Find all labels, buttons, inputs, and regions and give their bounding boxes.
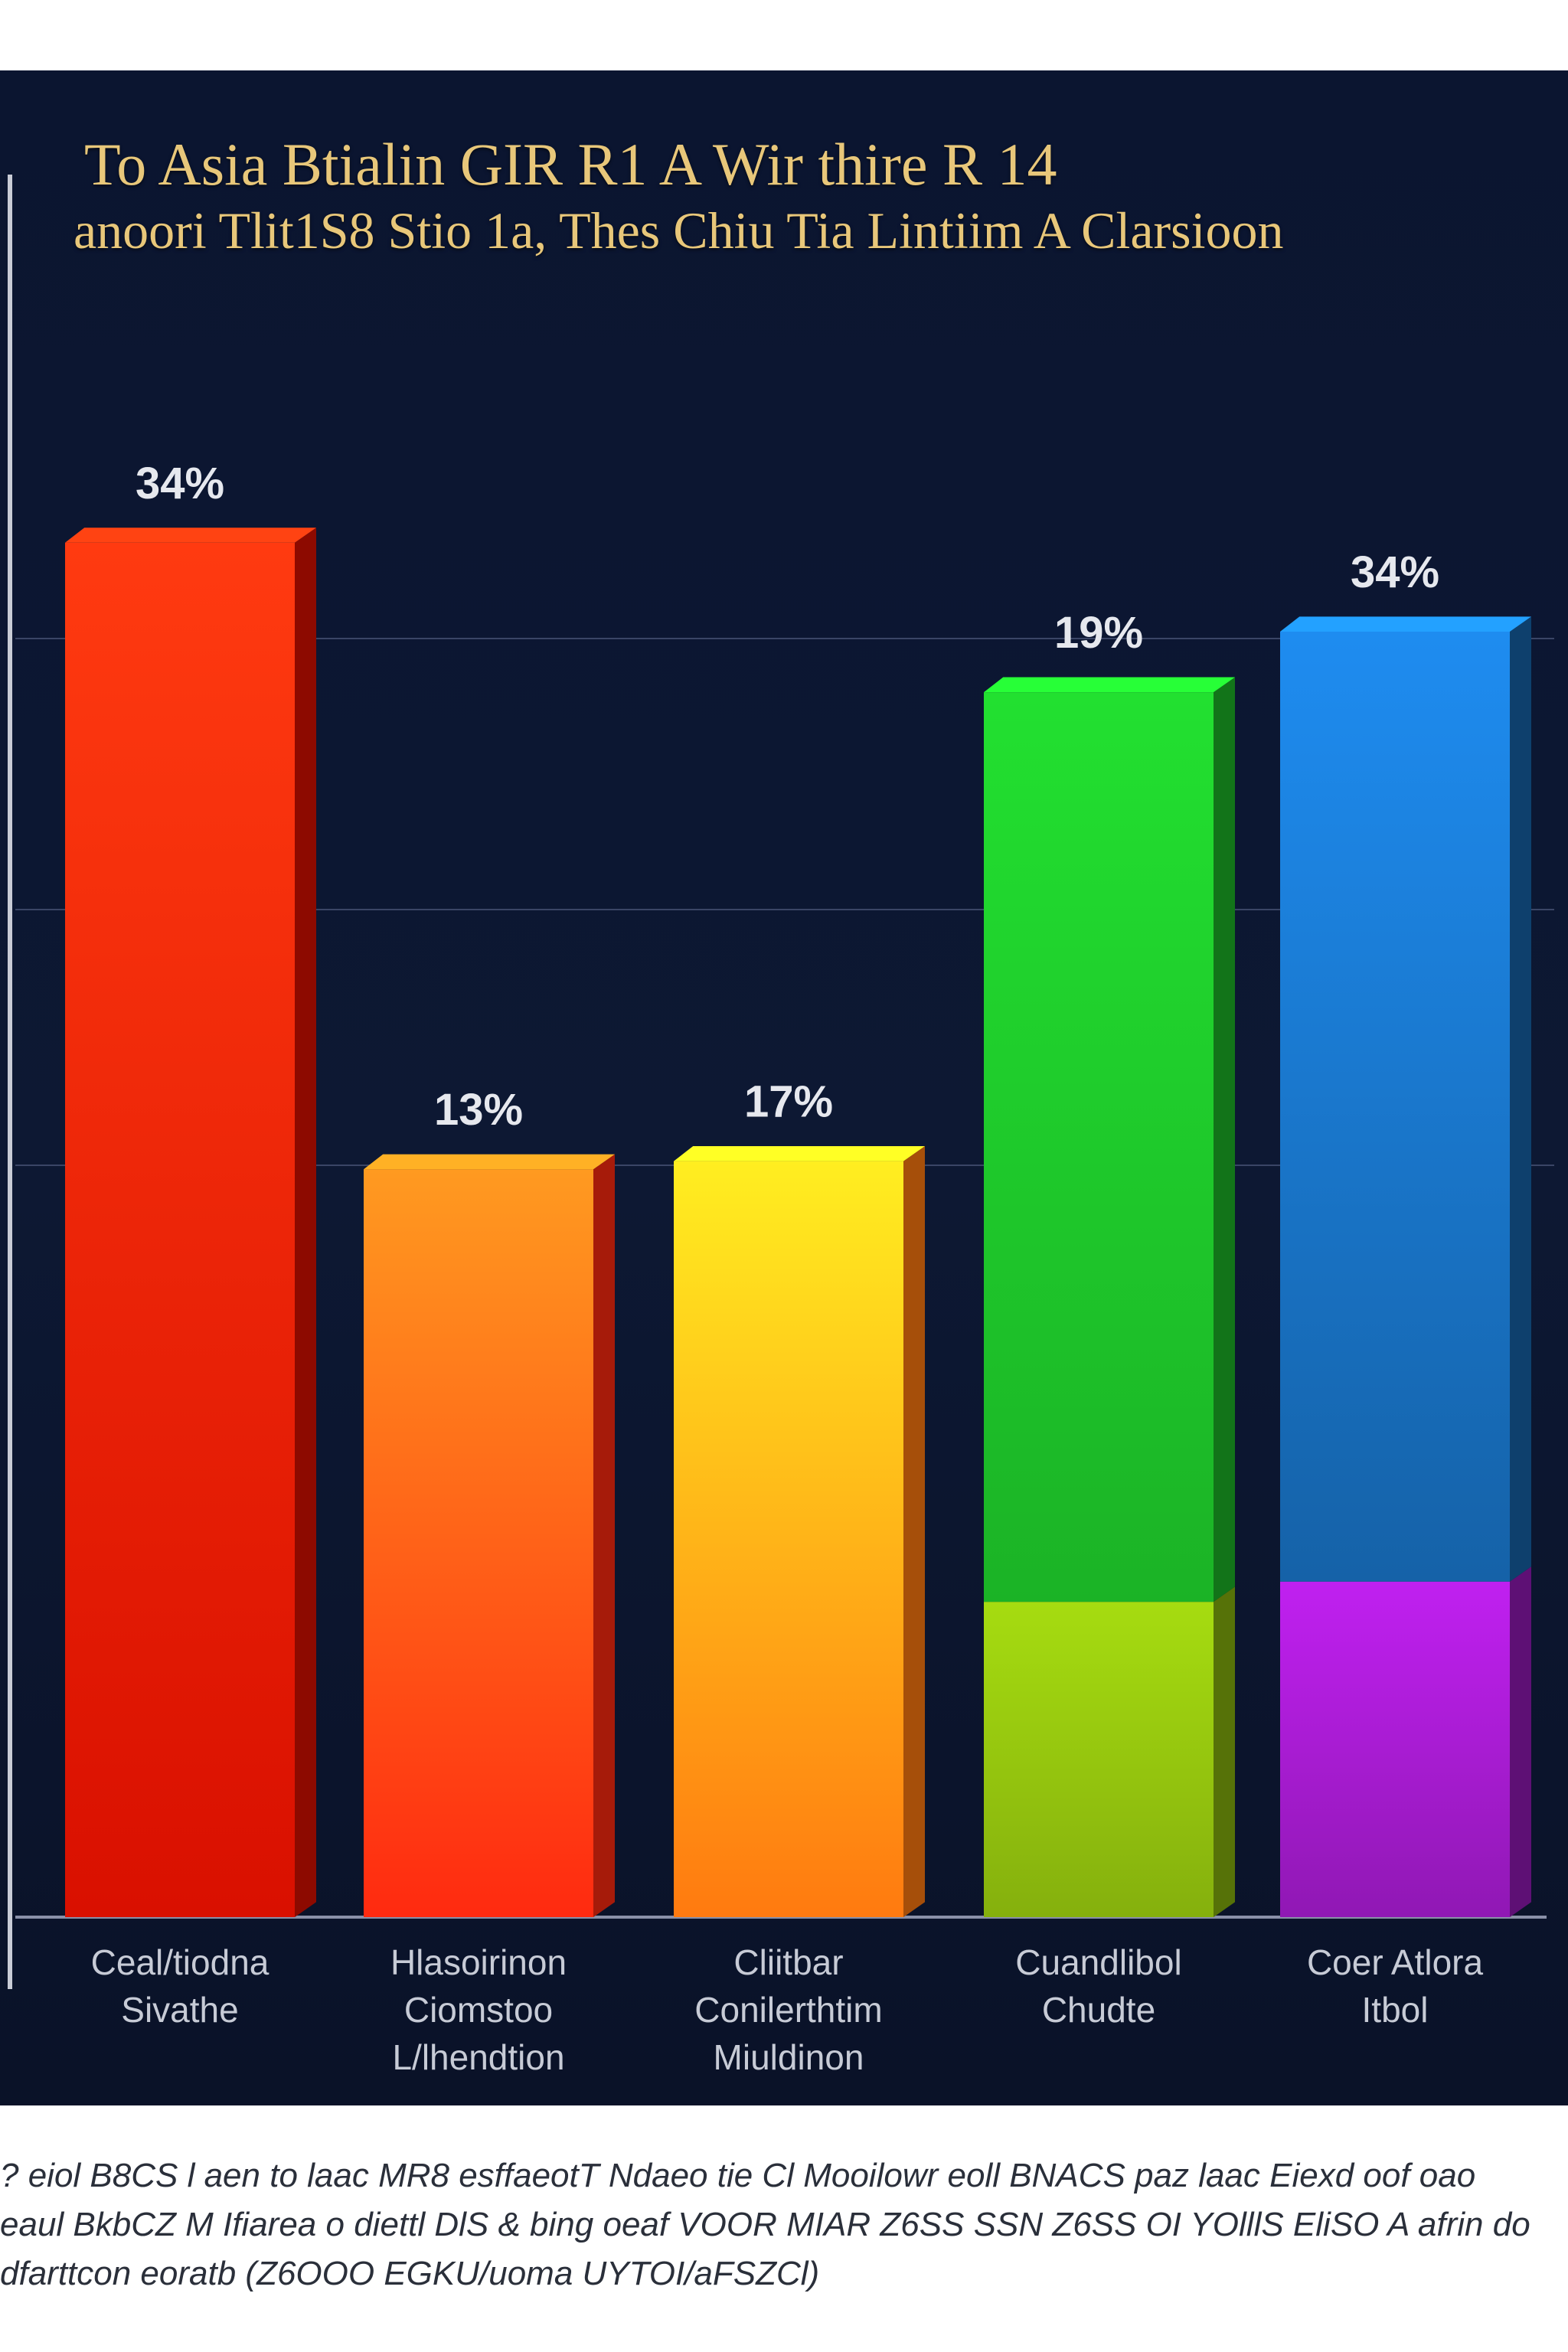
data-label: 13% [434, 1085, 523, 1135]
bar-5-top-face [1280, 616, 1531, 632]
bar-2-top-face [364, 1154, 615, 1170]
bar-5-segment-2 [1280, 1566, 1531, 1917]
bar-chart: 34% 13% 17% 19% 34% [15, 459, 1554, 1919]
x-tick-label: Cuandlibol Chudte [1015, 1942, 1182, 2030]
x-tick-label: Ceal/tiodna Sivathe [90, 1942, 270, 2030]
bar-1 [65, 528, 316, 1918]
left-axis-rule [8, 175, 12, 1989]
chart-subtitle: anoori Tlit1S8 Stio 1a, Thes Chiu Tia Li… [74, 201, 1284, 260]
data-label: 17% [744, 1077, 833, 1127]
chart-title: To Asia Btialin GIR R1 A Wir thire R 14 [84, 131, 1057, 198]
footnote: ? eiol B8CS l aen to laac MR8 esffaeotT … [0, 2157, 1530, 2292]
bar-4 [984, 677, 1235, 1602]
data-label: 19% [1054, 608, 1143, 658]
x-tick-label: Hlasoirinon Ciomstoo L/lhendtion [390, 1942, 567, 2077]
chart-panel: To Asia Btialin GIR R1 A Wir thire R 14 … [0, 70, 1568, 2105]
bar-3-top-face [674, 1146, 925, 1161]
bar-5 [1280, 616, 1531, 1582]
bar-4-top-face [984, 677, 1235, 693]
bar-3 [674, 1146, 925, 1917]
x-tick-label: Coer Atlora Itbol [1306, 1942, 1484, 2030]
bar-4-segment-2 [984, 1586, 1235, 1917]
x-tick-label: Cliitbar Conilerthtim Miuldinon [694, 1942, 883, 2077]
data-label: 34% [136, 459, 224, 508]
bar-2 [364, 1154, 615, 1917]
data-label: 34% [1351, 547, 1439, 597]
bar-1-top-face [65, 528, 316, 543]
